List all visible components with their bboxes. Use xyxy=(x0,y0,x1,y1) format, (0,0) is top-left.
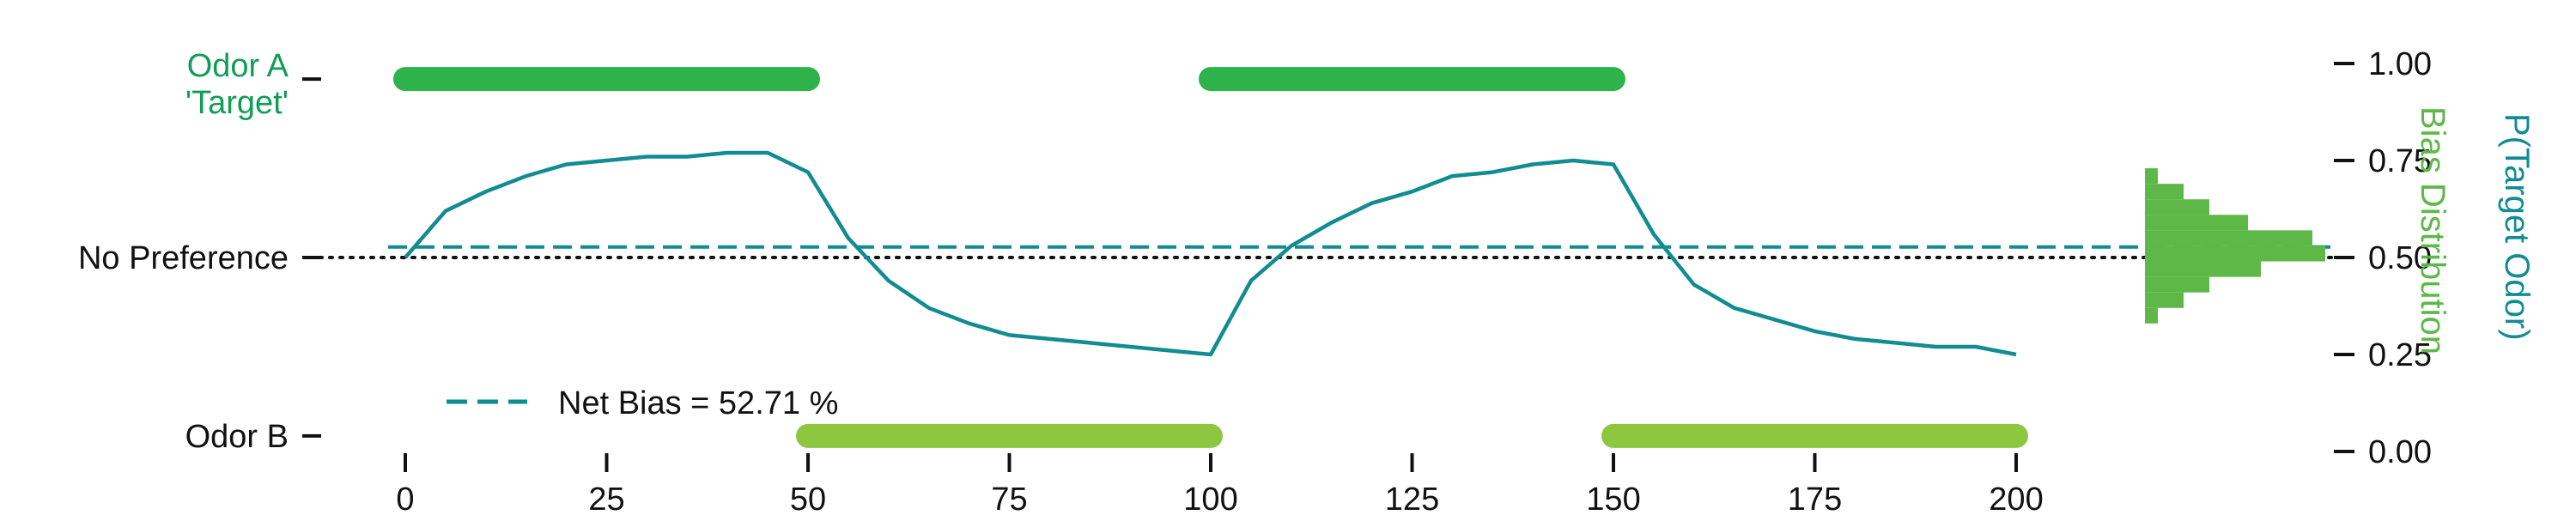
legend: Net Bias = 52.71 % xyxy=(447,385,838,421)
x-tick-label: 200 xyxy=(1989,482,2043,515)
x-tick-label: 0 xyxy=(396,482,414,515)
right-y-axis: 0.00 0.25 0.50 0.75 1.00 xyxy=(2334,46,2432,470)
x-tick-label: 75 xyxy=(991,482,1027,515)
histogram-bar xyxy=(2145,307,2158,324)
histogram-axis-title: Bias Distribution xyxy=(2414,106,2451,354)
histogram xyxy=(2145,168,2325,324)
y-axis-titles: P(Target Odor) Bias Distribution xyxy=(2414,106,2536,354)
histogram-bar xyxy=(2145,215,2248,231)
histogram-bar xyxy=(2145,199,2209,215)
histogram-bar xyxy=(2145,276,2209,293)
histogram-bar xyxy=(2145,292,2184,308)
legend-label: Net Bias = 52.71 % xyxy=(558,385,838,421)
left-axis-labels: Odor A'Target' No Preference Odor B xyxy=(78,48,321,455)
x-tick-label: 125 xyxy=(1385,482,1439,515)
histogram-bar xyxy=(2145,168,2158,185)
y-tick-label: 0.50 xyxy=(2368,240,2432,276)
left-label-line2: 'Target' xyxy=(185,85,289,121)
y-tick-label: 0.00 xyxy=(2368,434,2432,470)
histogram-bar xyxy=(2145,245,2325,262)
y-tick-label: 0.25 xyxy=(2368,337,2432,373)
series-layer xyxy=(404,150,2017,357)
x-tick-label: 175 xyxy=(1788,482,1842,515)
preference-series-line-0 xyxy=(404,150,2017,357)
x-tick-label: 150 xyxy=(1586,482,1640,515)
x-tick-label: 50 xyxy=(790,482,826,515)
x-axis: 0 25 50 75 100 125 150 175 200 xyxy=(396,453,2044,515)
x-tick-label: 100 xyxy=(1183,482,1237,515)
histogram-bar xyxy=(2145,230,2312,246)
y-axis-title: P(Target Odor) xyxy=(2498,113,2536,341)
histogram-bar xyxy=(2145,184,2184,200)
left-label: No Preference xyxy=(78,240,289,276)
histogram-bar xyxy=(2145,261,2261,277)
reference-lines xyxy=(307,245,2337,259)
odor-blocks xyxy=(393,67,2028,448)
left-label-line1: Odor A xyxy=(187,48,289,84)
y-tick-label: 0.75 xyxy=(2368,143,2432,179)
x-tick-label: 25 xyxy=(588,482,624,515)
y-tick-label: 1.00 xyxy=(2368,46,2432,82)
left-label: Odor B xyxy=(185,419,289,455)
